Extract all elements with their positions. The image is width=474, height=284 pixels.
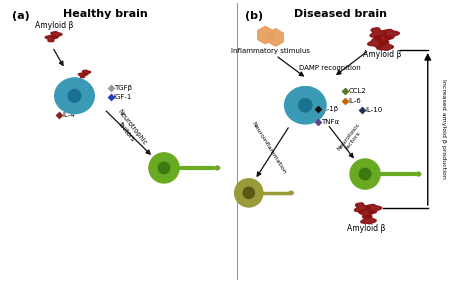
Text: Increased amyloid β production: Increased amyloid β production xyxy=(441,79,446,179)
Ellipse shape xyxy=(293,101,304,115)
Point xyxy=(314,120,322,124)
Text: Neuroinflammation: Neuroinflammation xyxy=(251,121,287,175)
Ellipse shape xyxy=(58,83,72,102)
Ellipse shape xyxy=(157,157,169,167)
Polygon shape xyxy=(361,215,376,224)
Circle shape xyxy=(299,99,312,112)
Ellipse shape xyxy=(354,168,364,181)
Text: IL-1β: IL-1β xyxy=(321,106,338,112)
Text: Inflammatory stimulus: Inflammatory stimulus xyxy=(231,49,310,55)
Circle shape xyxy=(149,153,179,183)
Text: TNFα: TNFα xyxy=(321,119,339,125)
Ellipse shape xyxy=(78,86,90,105)
Ellipse shape xyxy=(284,87,326,124)
Circle shape xyxy=(359,168,371,180)
Polygon shape xyxy=(355,203,369,212)
Text: Amyloid β: Amyloid β xyxy=(347,224,386,233)
Ellipse shape xyxy=(240,185,248,193)
Ellipse shape xyxy=(161,157,173,167)
Polygon shape xyxy=(366,204,382,213)
Polygon shape xyxy=(370,28,386,37)
Text: IL-6: IL-6 xyxy=(349,97,361,104)
Point xyxy=(55,112,63,117)
Ellipse shape xyxy=(62,97,78,110)
Ellipse shape xyxy=(365,167,375,177)
Ellipse shape xyxy=(299,108,315,119)
Ellipse shape xyxy=(74,84,87,98)
Text: Healthy brain: Healthy brain xyxy=(63,9,147,19)
Ellipse shape xyxy=(162,168,173,178)
Ellipse shape xyxy=(244,186,253,190)
Ellipse shape xyxy=(74,94,89,110)
Polygon shape xyxy=(258,26,273,44)
Ellipse shape xyxy=(288,91,303,112)
Ellipse shape xyxy=(63,91,73,105)
Point xyxy=(314,107,322,111)
Ellipse shape xyxy=(362,163,374,173)
Ellipse shape xyxy=(296,87,319,102)
Point xyxy=(342,98,349,103)
Point xyxy=(107,95,115,99)
Ellipse shape xyxy=(251,187,255,196)
Point xyxy=(107,85,115,90)
Ellipse shape xyxy=(358,163,370,174)
Ellipse shape xyxy=(242,188,246,198)
Ellipse shape xyxy=(363,174,374,183)
Circle shape xyxy=(68,89,81,102)
Ellipse shape xyxy=(164,160,174,171)
Ellipse shape xyxy=(309,95,322,115)
Text: IL-10: IL-10 xyxy=(365,107,383,113)
Polygon shape xyxy=(45,36,57,42)
Polygon shape xyxy=(78,73,87,78)
Text: Neurotrophic
factors: Neurotrophic factors xyxy=(111,108,148,150)
Polygon shape xyxy=(51,32,62,38)
Ellipse shape xyxy=(66,78,87,93)
Text: IL-4: IL-4 xyxy=(63,112,75,118)
Circle shape xyxy=(243,187,255,199)
Point xyxy=(342,89,349,93)
Polygon shape xyxy=(368,37,384,47)
Text: IGF-1: IGF-1 xyxy=(114,94,132,100)
Ellipse shape xyxy=(243,196,253,200)
Text: TGFβ: TGFβ xyxy=(114,85,132,91)
Ellipse shape xyxy=(356,173,366,183)
Polygon shape xyxy=(359,210,374,218)
Ellipse shape xyxy=(358,176,371,185)
Text: DAMP recognition: DAMP recognition xyxy=(300,65,361,71)
Ellipse shape xyxy=(247,194,255,200)
Ellipse shape xyxy=(55,78,94,114)
Polygon shape xyxy=(268,29,283,46)
Ellipse shape xyxy=(242,193,248,199)
Ellipse shape xyxy=(68,99,84,109)
Ellipse shape xyxy=(305,103,320,120)
Ellipse shape xyxy=(63,82,78,95)
Ellipse shape xyxy=(215,166,219,170)
Ellipse shape xyxy=(156,170,170,179)
Ellipse shape xyxy=(153,162,163,175)
Text: CCL2: CCL2 xyxy=(349,88,366,94)
Ellipse shape xyxy=(292,106,310,121)
Ellipse shape xyxy=(416,172,421,176)
Polygon shape xyxy=(374,35,392,44)
Text: Diseased brain: Diseased brain xyxy=(294,9,387,19)
Circle shape xyxy=(158,162,170,174)
Ellipse shape xyxy=(289,191,293,195)
Text: Amyloid β: Amyloid β xyxy=(36,21,74,30)
Ellipse shape xyxy=(247,185,256,191)
Point xyxy=(358,108,365,112)
Polygon shape xyxy=(82,70,91,75)
Ellipse shape xyxy=(155,167,165,176)
Polygon shape xyxy=(377,41,393,50)
Ellipse shape xyxy=(305,93,318,107)
Text: (b): (b) xyxy=(246,11,264,21)
Circle shape xyxy=(235,179,263,207)
Text: Amyloid β: Amyloid β xyxy=(363,50,401,59)
Ellipse shape xyxy=(354,163,365,176)
Ellipse shape xyxy=(293,91,309,105)
Ellipse shape xyxy=(153,157,164,170)
Text: Neurotoxic
factors: Neurotoxic factors xyxy=(336,122,366,155)
Circle shape xyxy=(350,159,380,189)
Polygon shape xyxy=(383,30,399,39)
Text: (a): (a) xyxy=(12,11,29,21)
